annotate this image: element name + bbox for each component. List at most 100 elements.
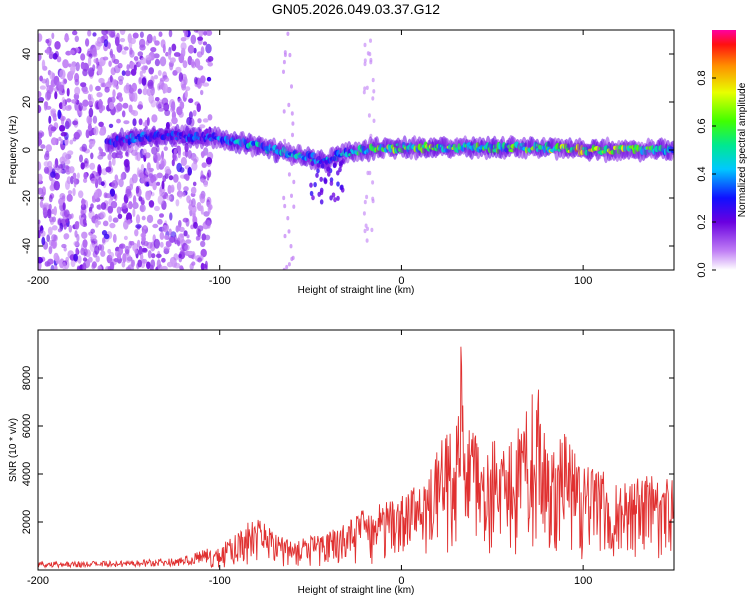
spectrogram-speckle — [184, 90, 188, 99]
spectrogram-speckle — [74, 35, 80, 43]
spectrogram-speckle — [110, 96, 116, 104]
spectrogram-speckle — [140, 57, 147, 65]
spectrogram-speckle — [48, 115, 52, 124]
spectrogram-speckle — [53, 206, 57, 216]
spectrogram-speckle — [85, 129, 90, 139]
spectrogram-speckle — [170, 101, 176, 112]
snr-xtick-label: -100 — [209, 575, 231, 587]
spectrogram-speckle — [185, 86, 191, 92]
spectrogram-speckle — [128, 240, 132, 249]
spectrogram-speckle — [183, 30, 189, 38]
spectrogram-speckle — [80, 53, 86, 61]
spectrogram-speckle — [87, 67, 95, 77]
spectrogram-speckle — [50, 137, 58, 146]
spectrogram-speckle — [159, 231, 165, 240]
spectrogram-speckle — [140, 204, 144, 212]
spectrogram-speckle — [185, 218, 190, 227]
spectrogram-speckle — [122, 253, 127, 263]
spectrogram-speckle — [92, 32, 97, 37]
spectrogram-speckle — [150, 86, 155, 96]
spectrogram-speckle — [146, 88, 152, 97]
spectrogram-speckle — [142, 247, 148, 253]
spectrogram-speckle — [132, 92, 138, 102]
spectrogram-speckle — [327, 171, 331, 177]
spectrogram-speckle — [40, 230, 46, 238]
spectrogram-speckle — [126, 219, 131, 225]
spectrogram-speckle — [193, 221, 198, 229]
spectrogram-speckle — [177, 150, 181, 159]
spectrogram-speckle — [97, 65, 103, 76]
spectrogram-speckle — [309, 182, 313, 188]
spectrogram-speckle — [156, 160, 160, 171]
colorbar-tick-label: 0.4 — [696, 166, 708, 181]
spectrogram-speckle — [200, 205, 204, 215]
spectrogram-speckle — [193, 30, 199, 33]
spectrogram-speckle — [175, 199, 180, 207]
spectrogram-speckle — [151, 114, 158, 123]
spectrogram-speckle — [107, 206, 114, 213]
spectrogram-speckle — [162, 224, 169, 233]
spectrogram-speckle — [173, 253, 179, 261]
spectrogram-speckle — [50, 108, 57, 114]
spectrogram-speckle — [98, 77, 105, 84]
spectrogram-speckle — [172, 174, 179, 183]
spectrogram-speckle — [74, 86, 81, 96]
spectrogram-speckle — [282, 267, 286, 270]
spectrogram-speckle — [192, 110, 197, 117]
colorbar-label: Normalized spectral amplitude — [737, 82, 748, 217]
spectrogram-speckle — [41, 78, 47, 84]
spectrogram-xtick-label: 100 — [574, 275, 592, 287]
spectrogram-speckle — [90, 152, 94, 160]
spectrogram-speckle — [147, 190, 152, 199]
spectrogram-speckle — [95, 255, 100, 263]
spectrogram-speckle — [100, 244, 105, 252]
spectrogram-speckle — [96, 92, 103, 98]
spectrogram-speckle — [187, 166, 192, 176]
spectrogram-speckle — [139, 31, 144, 38]
spectrogram-speckle — [368, 170, 372, 176]
spectrogram-speckle — [153, 35, 157, 43]
spectrogram-speckle — [132, 32, 139, 39]
spectrogram-speckle — [311, 195, 315, 201]
spectrogram-speckle — [315, 172, 319, 178]
spectrogram-speckle — [59, 193, 66, 200]
spectrogram-speckle — [309, 190, 314, 197]
spectrogram-speckle — [129, 49, 135, 58]
spectrogram-speckle — [45, 105, 52, 110]
spectrogram-speckle — [94, 218, 99, 228]
spectrogram-speckle — [146, 181, 150, 187]
spectrogram-speckle — [83, 172, 88, 180]
spectrogram-heatmap — [38, 30, 674, 270]
spectrogram-speckle — [183, 173, 190, 180]
spectrogram-speckle — [76, 172, 80, 179]
colorbar-tick-label: 0.6 — [696, 118, 708, 133]
spectrogram-speckle — [113, 258, 119, 262]
spectrogram-speckle — [67, 150, 74, 156]
spectrogram-ytick-label: 40 — [21, 48, 33, 60]
spectrogram-speckle — [123, 158, 130, 168]
spectrogram-speckle — [110, 261, 115, 270]
spectrogram-speckle — [70, 213, 74, 219]
spectrogram-speckle — [319, 176, 324, 182]
spectrogram-speckle — [125, 203, 131, 209]
spectrogram-speckle — [140, 199, 145, 206]
spectrogram-speckle — [140, 66, 147, 71]
spectrogram-speckle — [153, 238, 160, 249]
spectrogram-speckle — [162, 83, 169, 94]
spectrogram-speckle — [41, 59, 46, 70]
spectrogram-speckle — [323, 178, 328, 184]
spectrogram-speckle — [161, 180, 165, 190]
spectrogram-speckle — [129, 37, 136, 45]
spectrogram-speckle — [81, 231, 88, 239]
spectrogram-speckle — [287, 262, 291, 267]
spectrogram-speckle — [72, 30, 78, 36]
spectrogram-ytick-label: -40 — [21, 238, 33, 254]
spectrogram-speckle — [38, 52, 42, 62]
spectrogram-speckle — [140, 178, 146, 184]
spectrogram-speckle — [107, 153, 112, 161]
spectrogram-speckle — [96, 204, 101, 210]
spectrogram-speckle — [58, 197, 65, 206]
spectrogram-speckle — [205, 43, 212, 54]
spectrogram-speckle — [333, 162, 337, 168]
